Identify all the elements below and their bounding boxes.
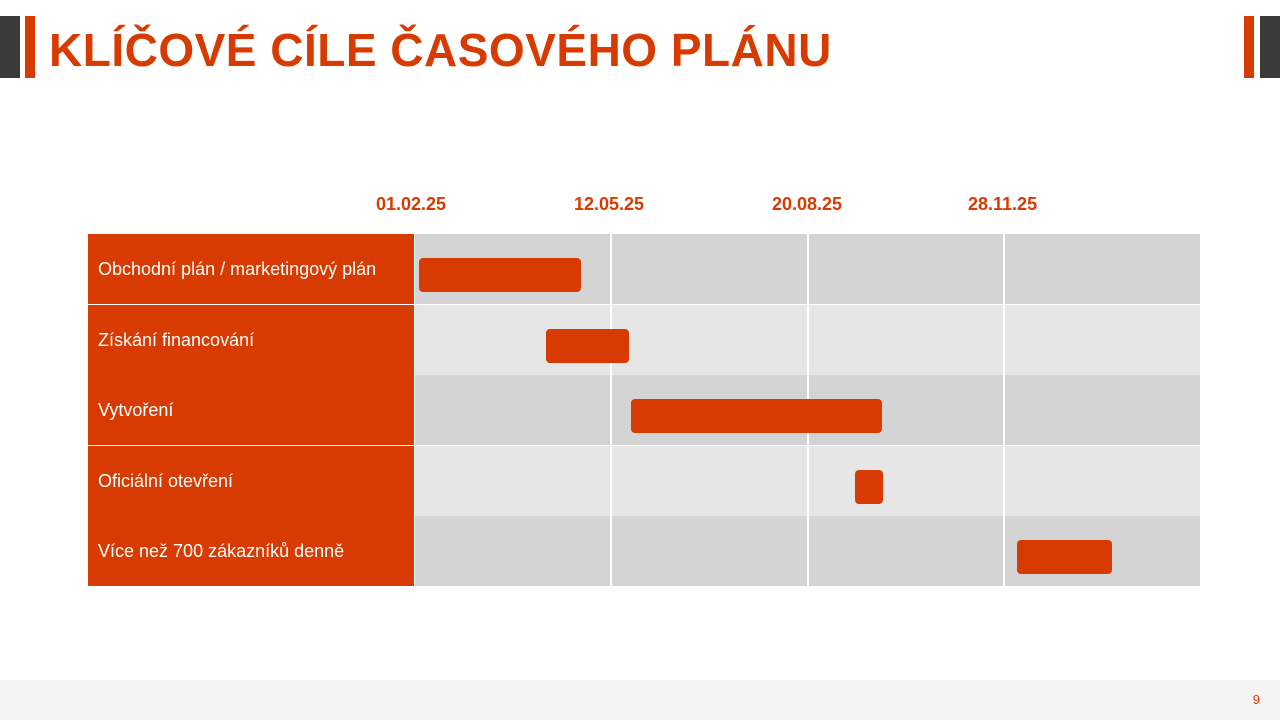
- task-label: Oficiální otevření: [88, 446, 414, 516]
- timeline-date-1: 01.02.25: [376, 194, 447, 214]
- gantt-row: Obchodní plán / marketingový plán: [88, 234, 1200, 304]
- task-label: Vytvoření: [88, 375, 414, 445]
- task-label: Více než 700 zákazníků denně: [88, 516, 414, 586]
- task-bar: [631, 399, 882, 433]
- left-accent-dark-bar: [0, 16, 20, 78]
- right-accent-dark-bar: [1260, 16, 1280, 78]
- task-bar: [419, 258, 581, 292]
- task-bar: [855, 470, 883, 504]
- footer-bar: 9: [0, 680, 1280, 720]
- grid-divider: [610, 234, 612, 586]
- slide-title: KLÍČOVÉ CÍLE ČASOVÉHO PLÁNU: [49, 24, 832, 76]
- gantt-row: Oficiální otevření: [88, 446, 1200, 516]
- task-label: Získání financování: [88, 305, 414, 375]
- timeline-date-4: 28.11.25: [968, 194, 1038, 214]
- timeline-date-2: 12.05.25: [574, 194, 645, 214]
- task-bar: [1017, 540, 1112, 574]
- task-label: Obchodní plán / marketingový plán: [88, 234, 414, 304]
- page-number: 9: [1252, 692, 1260, 707]
- grid-divider: [1003, 234, 1005, 586]
- gantt-row: Získání financování: [88, 305, 1200, 375]
- gantt-chart: Obchodní plán / marketingový plán Získán…: [88, 234, 1200, 586]
- timeline-date-3: 20.08.25: [772, 194, 843, 214]
- left-accent-orange-bar: [25, 16, 35, 78]
- right-accent-orange-bar: [1244, 16, 1254, 78]
- task-bar: [546, 329, 629, 363]
